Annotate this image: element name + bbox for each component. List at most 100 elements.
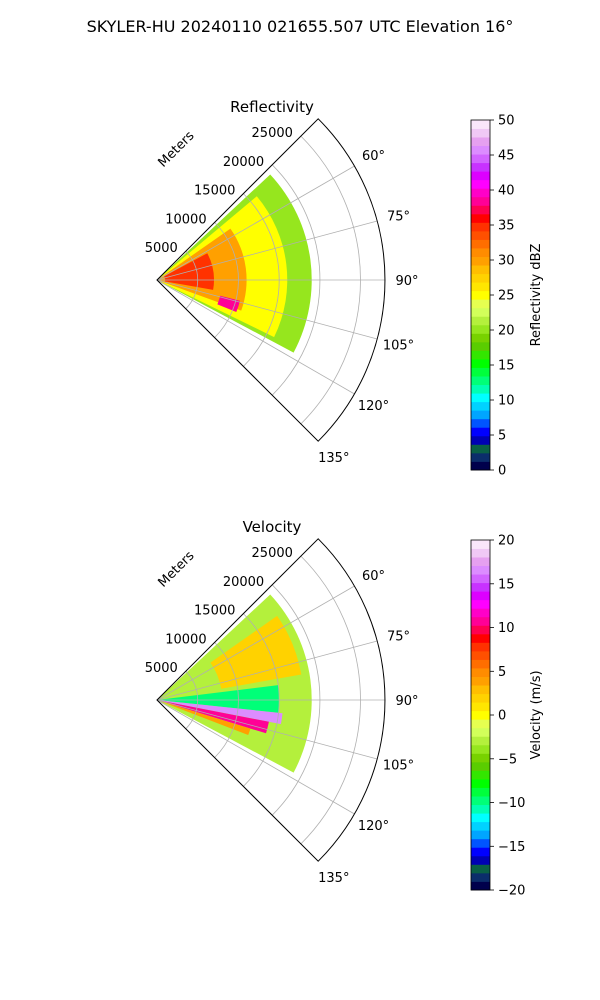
colorbar-swatch [471, 813, 490, 823]
velocity-frame [156, 538, 386, 862]
angle-tick-label: 60° [362, 149, 385, 164]
reflectivity-panel: Reflectivity 5000 10000 15000 20000 25000 60… [145, 98, 544, 479]
colorbar-swatch [471, 171, 490, 181]
colorbar-swatch [471, 616, 490, 626]
reflectivity-colorbar-label: Reflectivity dBZ [529, 244, 544, 347]
range-tick-label: 10000 [165, 212, 206, 227]
azimuth-gridline-3 [156, 279, 378, 340]
colorbar-swatch [471, 154, 490, 164]
colorbar-swatch [471, 779, 490, 788]
colorbar-swatch [471, 599, 490, 609]
angle-tick-label: 90° [395, 274, 418, 289]
colorbar-swatch [471, 659, 490, 669]
colorbar-swatch [471, 702, 490, 712]
colorbar-swatch [471, 282, 490, 292]
colorbar-swatch [471, 787, 490, 797]
colorbar-swatch [471, 435, 490, 445]
colorbar-tick-label: 5 [498, 429, 506, 444]
angle-tick-label: 135° [318, 451, 349, 466]
colorbar-tick-label: 30 [498, 254, 515, 269]
colorbar-swatch [471, 540, 490, 549]
colorbar-swatch [471, 461, 490, 471]
colorbar-swatch [471, 341, 490, 351]
colorbar-tick-label: 0 [498, 464, 506, 479]
colorbar-swatch [471, 582, 490, 592]
colorbar-swatch [471, 265, 490, 275]
sector-frame [156, 118, 386, 442]
colorbar-tick-label: 15 [498, 577, 515, 592]
colorbar-swatch [471, 350, 490, 360]
reflectivity-angle-ticks: 60° 75° 90° 105° 120° 135° [318, 149, 418, 466]
colorbar-tick-label: 45 [498, 149, 515, 164]
colorbar-swatch [471, 736, 490, 746]
colorbar-swatch [471, 188, 490, 198]
range-tick-label: 20000 [223, 575, 264, 590]
angle-tick-label: 105° [383, 339, 414, 354]
velocity-angle-ticks: 60° 75° 90° 105° 120° 135° [318, 569, 418, 886]
colorbar-swatch [471, 770, 490, 780]
echo-region-4 [157, 700, 269, 734]
colorbar-swatch [471, 693, 490, 703]
figure-title: SKYLER-HU 20240110 021655.507 UTC Elevat… [87, 17, 514, 36]
colorbar-swatch [471, 548, 490, 558]
velocity-colorbar-label: Velocity (m/s) [529, 670, 544, 759]
colorbar-swatch [471, 855, 490, 865]
angle-tick-label: 120° [358, 399, 389, 414]
colorbar-swatch [471, 608, 490, 618]
angle-tick-label: 135° [318, 871, 349, 886]
angle-tick-label: 105° [383, 759, 414, 774]
colorbar-swatch [471, 128, 490, 138]
colorbar-swatch [471, 162, 490, 172]
colorbar-swatch [471, 393, 490, 403]
azimuth-gridline-1 [156, 640, 378, 701]
colorbar-swatch [471, 307, 490, 317]
colorbar-swatch [471, 668, 490, 677]
colorbar-tick-label: 40 [498, 184, 515, 199]
colorbar-swatch [471, 213, 490, 223]
velocity-title: Velocity [243, 518, 302, 536]
colorbar-swatch [471, 650, 490, 660]
azimuth-gridline-4 [156, 279, 355, 395]
colorbar-swatch [471, 120, 490, 129]
colorbar-swatch [471, 401, 490, 411]
reflectivity-range-label: Meters [156, 128, 198, 170]
colorbar-swatch [471, 676, 490, 686]
colorbar-swatch [471, 410, 490, 420]
colorbar-tick-label: −20 [498, 884, 525, 899]
range-tick-label: 25000 [252, 546, 293, 561]
azimuth-gridline-4 [156, 699, 355, 815]
echo-region-3 [157, 700, 283, 725]
reflectivity-frame [156, 118, 386, 442]
colorbar-swatch [471, 222, 490, 232]
colorbar-tick-label: 25 [498, 289, 515, 304]
velocity-panel: Velocity 5000 10000 15000 20000 25000 60° 75°… [145, 518, 544, 899]
echo-region-4 [217, 295, 240, 312]
azimuth-gridline-3 [156, 699, 378, 760]
colorbar-swatch [471, 838, 490, 848]
range-tick-label: 25000 [252, 126, 293, 141]
colorbar-tick-label: 0 [498, 709, 506, 724]
colorbar-tick-label: 20 [498, 324, 515, 339]
colorbar-swatch [471, 591, 490, 601]
colorbar-swatch [471, 248, 490, 257]
colorbar-swatch [471, 710, 490, 720]
colorbar-swatch [471, 830, 490, 840]
colorbar-swatch [471, 753, 490, 763]
colorbar-swatch [471, 625, 490, 635]
colorbar-swatch [471, 230, 490, 240]
colorbar-swatch [471, 557, 490, 567]
reflectivity-colorbar: 0 5 10 15 20 25 30 35 40 45 50 [470, 114, 515, 479]
angle-tick-label: 60° [362, 569, 385, 584]
colorbar-swatch [471, 333, 490, 343]
echo-region-5 [157, 700, 251, 735]
colorbar-swatch [471, 642, 490, 652]
colorbar-swatch [471, 804, 490, 814]
colorbar-tick-label: 10 [498, 621, 515, 636]
reflectivity-range-ticks: 5000 10000 15000 20000 25000 [145, 126, 293, 256]
colorbar-swatch [471, 367, 490, 377]
angle-tick-label: 75° [387, 209, 410, 224]
colorbar-tick-label: 15 [498, 359, 515, 374]
colorbar-swatch [471, 256, 490, 266]
reflectivity-echoes [157, 174, 312, 353]
